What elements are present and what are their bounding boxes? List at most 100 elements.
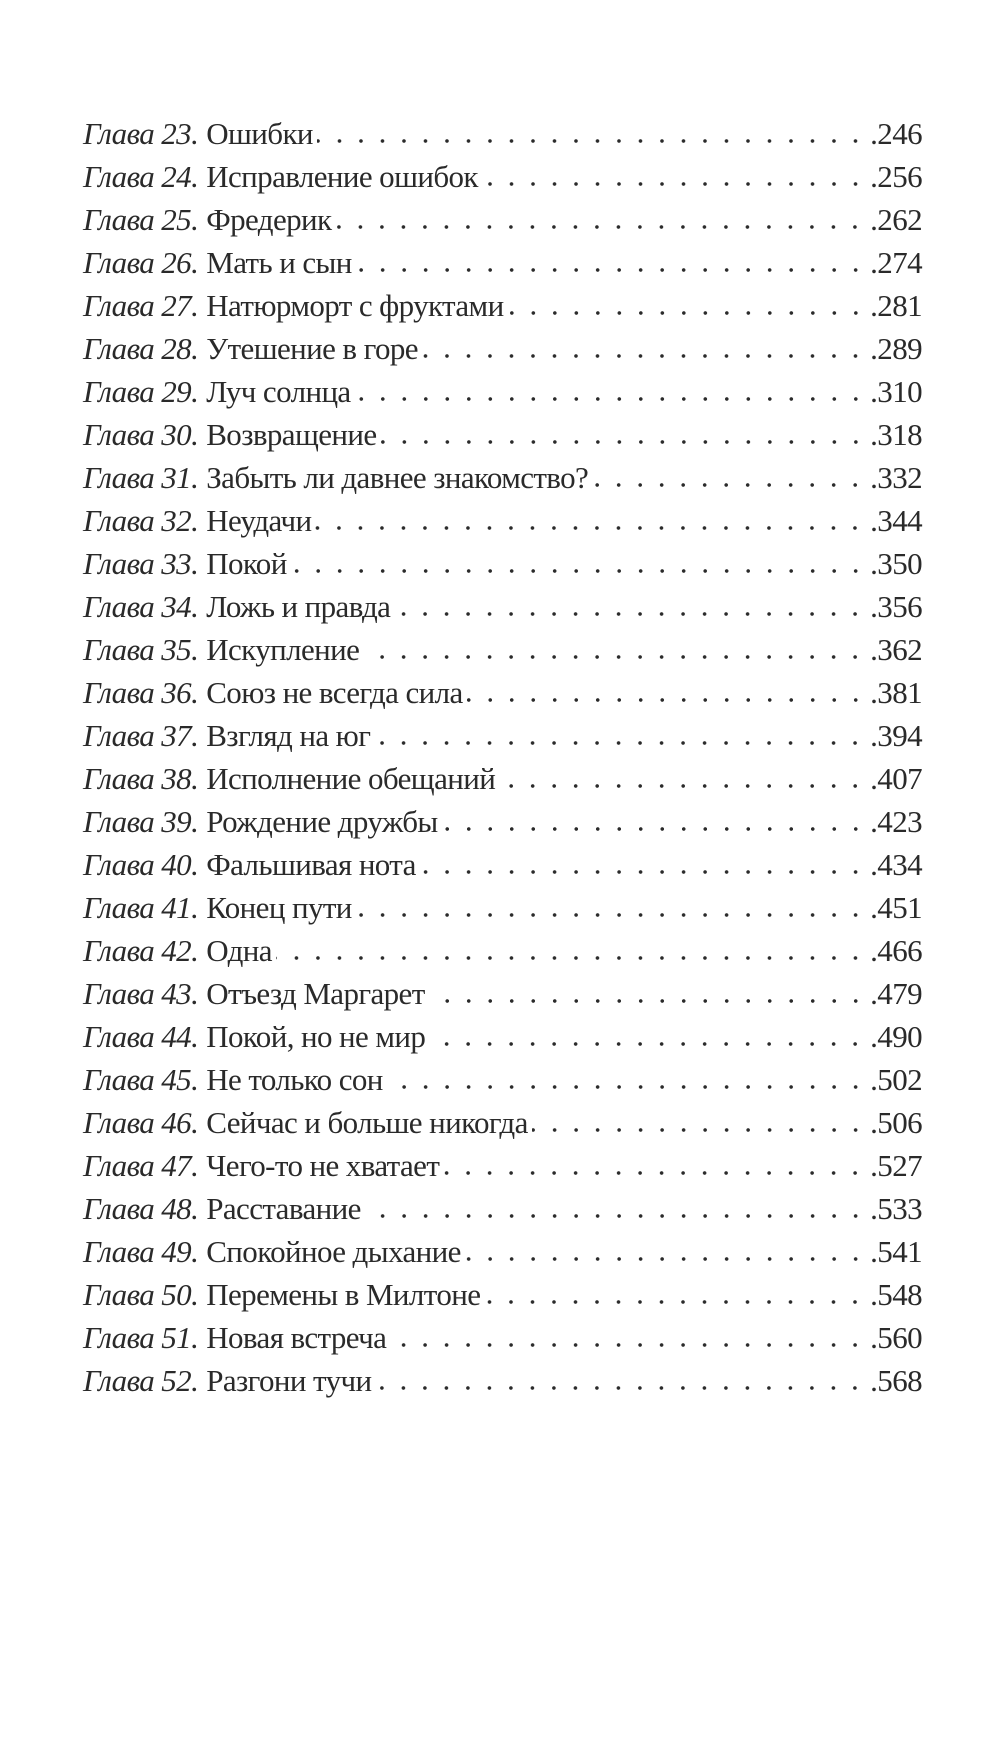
chapter-title: Расставание <box>206 1191 361 1226</box>
dot-leader <box>464 1256 867 1262</box>
chapter-number: Глава 48. <box>83 1191 199 1226</box>
toc-entry: Глава 31. Забыть ли давнее знакомство? .33… <box>83 460 923 503</box>
chapter-number: Глава 49. <box>83 1234 199 1269</box>
chapter-number: Глава 32. <box>83 503 199 538</box>
chapter-number: Глава 26. <box>83 245 199 280</box>
chapter-number: Глава 38. <box>83 761 199 796</box>
page-number: .394 <box>870 718 922 753</box>
chapter-title: Сейчас и больше никогда <box>206 1105 528 1140</box>
page-number: .246 <box>870 116 922 151</box>
chapter-number: Глава 40. <box>83 847 199 882</box>
page-number: .289 <box>870 331 922 366</box>
chapter-title: Исправление ошибок <box>206 159 478 194</box>
page-number: .381 <box>870 675 922 710</box>
dot-leader <box>419 869 867 875</box>
dot-leader <box>335 224 867 230</box>
page-number: .568 <box>870 1363 922 1398</box>
chapter-title: Неудачи <box>206 503 312 538</box>
page-number: .344 <box>870 503 922 538</box>
page-number: .350 <box>870 546 922 581</box>
page-number: .479 <box>870 976 922 1011</box>
page-number: .533 <box>870 1191 922 1226</box>
dot-leader <box>499 783 867 789</box>
toc-entry: Глава 50. Перемены в Милтоне .548 <box>83 1277 923 1320</box>
page-number: .434 <box>870 847 922 882</box>
chapter-title: Разгони тучи <box>206 1363 372 1398</box>
chapter-number: Глава 47. <box>83 1148 199 1183</box>
chapter-number: Глава 50. <box>83 1277 199 1312</box>
dot-leader <box>531 1127 867 1133</box>
toc-entry: Глава 25. Фредерик .262 <box>83 202 923 245</box>
dot-leader <box>441 826 867 832</box>
chapter-number: Глава 27. <box>83 288 199 323</box>
dot-leader <box>428 998 867 1004</box>
chapter-number: Глава 34. <box>83 589 199 624</box>
chapter-title: Перемены в Милтоне <box>206 1277 481 1312</box>
chapter-title: Утешение в горе <box>206 331 418 366</box>
dot-leader <box>316 138 867 144</box>
dot-leader <box>354 396 867 402</box>
chapter-title: Отъезд Маргарет <box>206 976 425 1011</box>
page-number: .506 <box>870 1105 922 1140</box>
chapter-number: Глава 45. <box>83 1062 199 1097</box>
toc-entry: Глава 23. Ошибки .246 <box>83 116 923 159</box>
chapter-number: Глава 46. <box>83 1105 199 1140</box>
page-number: .560 <box>870 1320 922 1355</box>
chapter-number: Глава 36. <box>83 675 199 710</box>
chapter-title: Фредерик <box>206 202 332 237</box>
toc-entry: Глава 35. Искупление .362 <box>83 632 923 675</box>
chapter-title: Не только сон <box>206 1062 383 1097</box>
dot-leader <box>275 955 867 961</box>
chapter-number: Глава 44. <box>83 1019 199 1054</box>
toc-entry: Глава 39. Рождение дружбы .423 <box>83 804 923 847</box>
toc-entry: Глава 36. Союз не всегда сила .381 <box>83 675 923 718</box>
page-number: .274 <box>870 245 922 280</box>
chapter-title: Фальшивая нота <box>206 847 416 882</box>
chapter-title: Натюрморт с фруктами <box>206 288 504 323</box>
toc-entry: Глава 28. Утешение в горе .289 <box>83 331 923 374</box>
page-number: .356 <box>870 589 922 624</box>
page-number: .262 <box>870 202 922 237</box>
toc-entry: Глава 42. Одна .466 <box>83 933 923 976</box>
chapter-title: Ошибки <box>206 116 313 151</box>
chapter-number: Глава 52. <box>83 1363 199 1398</box>
toc-entry: Глава 45. Не только сон .502 <box>83 1062 923 1105</box>
page-number: .527 <box>870 1148 922 1183</box>
chapter-title: Покой <box>206 546 287 581</box>
dot-leader <box>380 439 867 445</box>
dot-leader <box>466 697 867 703</box>
dot-leader <box>375 1385 867 1391</box>
toc-entry: Глава 43. Отъезд Маргарет .479 <box>83 976 923 1019</box>
page-number: .407 <box>870 761 922 796</box>
toc-entry: Глава 29. Луч солнца .310 <box>83 374 923 417</box>
dot-leader <box>355 912 867 918</box>
toc-entry: Глава 37. Взгляд на юг .394 <box>83 718 923 761</box>
chapter-title: Союз не всегда сила <box>206 675 463 710</box>
chapter-number: Глава 43. <box>83 976 199 1011</box>
dot-leader <box>390 1342 867 1348</box>
page-number: .281 <box>870 288 922 323</box>
dot-leader <box>443 1170 867 1176</box>
toc-entry: Глава 33. Покой .350 <box>83 546 923 589</box>
toc-entry: Глава 40. Фальшивая нота .434 <box>83 847 923 890</box>
dot-leader <box>355 267 867 273</box>
chapter-number: Глава 28. <box>83 331 199 366</box>
chapter-title: Взгляд на юг <box>206 718 371 753</box>
chapter-number: Глава 29. <box>83 374 199 409</box>
toc-entry: Глава 38. Исполнение обещаний .407 <box>83 761 923 804</box>
toc-entry: Глава 26. Мать и сын .274 <box>83 245 923 288</box>
chapter-number: Глава 51. <box>83 1320 199 1355</box>
chapter-title: Конец пути <box>206 890 352 925</box>
dot-leader <box>429 1041 867 1047</box>
chapter-number: Глава 35. <box>83 632 199 667</box>
chapter-title: Искупление <box>206 632 360 667</box>
toc-entry: Глава 41. Конец пути .451 <box>83 890 923 933</box>
toc-entry: Глава 49. Спокойное дыхание .541 <box>83 1234 923 1277</box>
chapter-title: Спокойное дыхание <box>206 1234 461 1269</box>
dot-leader <box>315 525 867 531</box>
dot-leader <box>364 1213 867 1219</box>
chapter-title: Чего-то не хватает <box>206 1148 440 1183</box>
page-number: .362 <box>870 632 922 667</box>
page-number: .451 <box>870 890 922 925</box>
chapter-title: Ложь и правда <box>206 589 391 624</box>
